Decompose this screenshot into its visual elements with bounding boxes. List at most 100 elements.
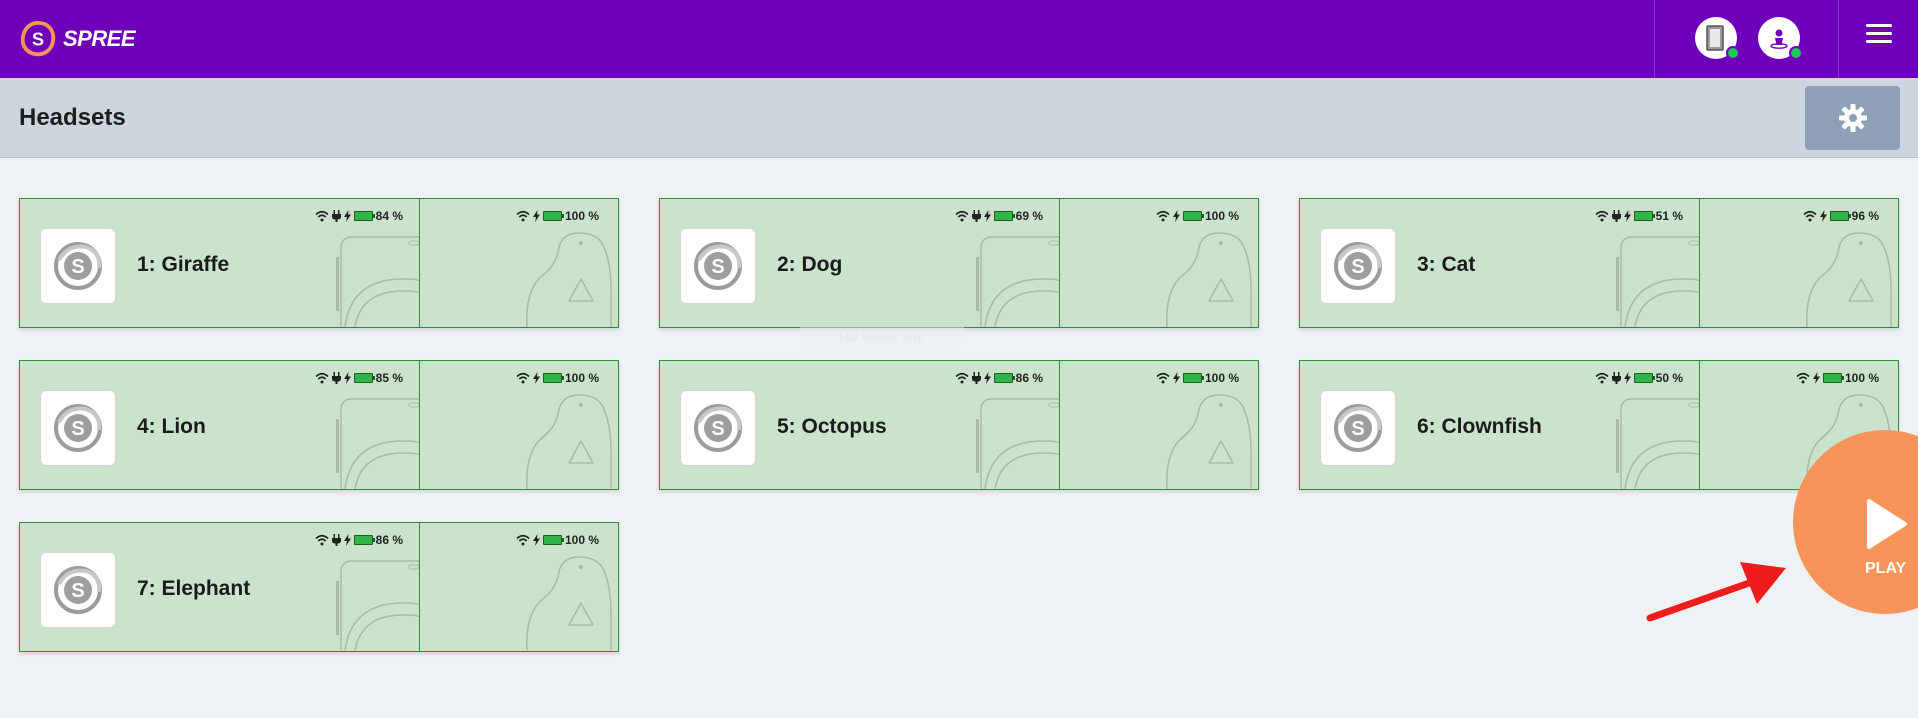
- battery-icon: [1633, 211, 1655, 221]
- wifi-icon: [955, 210, 969, 222]
- headset-battery-level: 84 %: [375, 209, 403, 223]
- controller-panel: 100 %: [1060, 199, 1259, 327]
- controller-battery-level: 100 %: [564, 371, 599, 385]
- plug-icon: [1611, 210, 1621, 222]
- plug-icon: [971, 372, 981, 384]
- controller-status: 96 %: [1803, 209, 1879, 223]
- battery-icon: [542, 211, 564, 221]
- tablet-status-dot: [1726, 46, 1740, 60]
- headset-panel: S 6: Clownfish 50 %: [1300, 361, 1700, 489]
- user-status-dot: [1789, 46, 1803, 60]
- controller-battery-level: 100 %: [564, 209, 599, 223]
- headset-outline-icon: [976, 398, 1059, 489]
- headset-outline-icon: [1616, 398, 1699, 489]
- charging-bolt-icon: [1812, 372, 1820, 384]
- headset-panel: S 3: Cat 51 %: [1300, 199, 1700, 327]
- headset-status: 85 %: [315, 371, 403, 385]
- headset-battery-level: 51 %: [1655, 209, 1683, 223]
- spree-logo[interactable]: S SPREE: [19, 19, 136, 59]
- wifi-icon: [315, 372, 329, 384]
- charging-bolt-icon: [1172, 372, 1180, 384]
- hamburger-menu-icon[interactable]: [1866, 24, 1892, 46]
- controller-panel: 100 %: [1060, 361, 1259, 489]
- gear-icon: [1838, 104, 1867, 132]
- headset-card[interactable]: S 6: Clownfish 50 % 100 %: [1299, 360, 1899, 490]
- battery-icon: [1822, 373, 1844, 383]
- play-label: PLAY: [1865, 560, 1907, 577]
- charging-bolt-icon: [343, 372, 351, 384]
- controller-outline-icon: [526, 556, 612, 651]
- headset-outline-icon: [976, 236, 1059, 327]
- controller-status: 100 %: [516, 533, 599, 547]
- battery-icon: [353, 211, 375, 221]
- controller-status: 100 %: [1156, 209, 1239, 223]
- wifi-icon: [516, 534, 530, 546]
- headset-avatar: S: [40, 228, 116, 304]
- headset-avatar: S: [680, 390, 756, 466]
- headset-outline-icon: [336, 236, 419, 327]
- settings-button[interactable]: [1805, 86, 1900, 150]
- headset-battery-level: 50 %: [1655, 371, 1683, 385]
- controller-status: 100 %: [1156, 371, 1239, 385]
- wifi-icon: [1595, 372, 1609, 384]
- headset-avatar: S: [1320, 228, 1396, 304]
- tablet-status-button[interactable]: [1695, 17, 1740, 60]
- charging-bolt-icon: [532, 210, 540, 222]
- spree-s-icon: S: [54, 566, 102, 614]
- plug-icon: [331, 534, 341, 546]
- headset-card[interactable]: S 5: Octopus 86 % 100 %: [659, 360, 1259, 490]
- headset-card[interactable]: S 4: Lion 85 % 100 %: [19, 360, 619, 490]
- red-arrow-annotation: [1646, 562, 1786, 622]
- spree-s-icon: S: [1334, 404, 1382, 452]
- wifi-icon: [1156, 372, 1170, 384]
- plug-icon: [331, 372, 341, 384]
- controller-panel: 100 %: [420, 523, 619, 651]
- snip-hint: Full screen Snip: [800, 327, 964, 347]
- battery-icon: [1182, 211, 1204, 221]
- page-title: Headsets: [19, 104, 126, 131]
- user-status-button[interactable]: [1758, 17, 1803, 60]
- headset-card[interactable]: S 3: Cat 51 % 96 %: [1299, 198, 1899, 328]
- headset-battery-level: 86 %: [375, 533, 403, 547]
- headset-status: 50 %: [1595, 371, 1683, 385]
- controller-status: 100 %: [1796, 371, 1879, 385]
- svg-text:S: S: [1351, 256, 1364, 278]
- headset-status: 69 %: [955, 209, 1043, 223]
- headset-status: 84 %: [315, 209, 403, 223]
- battery-icon: [993, 211, 1015, 221]
- controller-outline-icon: [1166, 232, 1252, 327]
- wifi-icon: [1595, 210, 1609, 222]
- headset-card[interactable]: S 1: Giraffe 84 % 100 %: [19, 198, 619, 328]
- charging-bolt-icon: [983, 210, 991, 222]
- battery-icon: [542, 535, 564, 545]
- battery-icon: [542, 373, 564, 383]
- headset-name: 1: Giraffe: [137, 253, 230, 276]
- headset-name: 6: Clownfish: [1417, 415, 1542, 438]
- spree-s-icon: S: [694, 242, 742, 290]
- headset-panel: S 1: Giraffe 84 %: [20, 199, 420, 327]
- charging-bolt-icon: [532, 372, 540, 384]
- battery-icon: [353, 535, 375, 545]
- controller-battery-level: 100 %: [1204, 371, 1239, 385]
- charging-bolt-icon: [983, 372, 991, 384]
- svg-text:S: S: [1351, 418, 1364, 440]
- battery-icon: [353, 373, 375, 383]
- wifi-icon: [955, 372, 969, 384]
- wifi-icon: [1803, 210, 1817, 222]
- wifi-icon: [516, 372, 530, 384]
- topbar-divider: [1654, 0, 1655, 78]
- sub-header: [0, 78, 1918, 158]
- controller-panel: 100 %: [420, 361, 619, 489]
- headset-card[interactable]: S 2: Dog 69 % 100 %: [659, 198, 1259, 328]
- svg-text:S: S: [711, 418, 724, 440]
- wifi-icon: [516, 210, 530, 222]
- headset-status: 86 %: [955, 371, 1043, 385]
- headset-card[interactable]: S 7: Elephant 86 % 100 %: [19, 522, 619, 652]
- spree-s-icon: S: [54, 242, 102, 290]
- controller-outline-icon: [526, 394, 612, 489]
- topbar-divider: [1838, 0, 1839, 78]
- charging-bolt-icon: [343, 210, 351, 222]
- controller-outline-icon: [526, 232, 612, 327]
- headset-avatar: S: [40, 390, 116, 466]
- wifi-icon: [315, 210, 329, 222]
